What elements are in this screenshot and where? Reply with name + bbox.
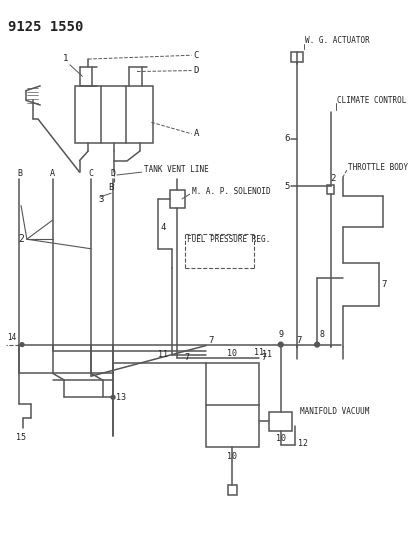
Text: 7: 7 xyxy=(208,336,214,345)
Text: 10: 10 xyxy=(227,452,237,461)
Text: W. G. ACTUATOR: W. G. ACTUATOR xyxy=(305,36,370,45)
Text: 10: 10 xyxy=(227,349,237,358)
Text: 10: 10 xyxy=(276,434,286,443)
Circle shape xyxy=(278,342,283,347)
Text: 6: 6 xyxy=(284,134,289,143)
Text: 5: 5 xyxy=(284,182,289,191)
Text: C: C xyxy=(194,51,199,60)
Bar xyxy=(327,184,334,194)
Text: 7: 7 xyxy=(381,280,387,289)
Text: TANK VENT LINE: TANK VENT LINE xyxy=(144,165,209,174)
Text: 1: 1 xyxy=(63,54,68,63)
Text: 2: 2 xyxy=(18,234,24,244)
Text: 3: 3 xyxy=(99,196,104,205)
Text: A: A xyxy=(50,168,55,177)
Text: B: B xyxy=(108,183,114,192)
Text: A: A xyxy=(194,130,199,138)
Text: CLIMATE CONTROL: CLIMATE CONTROL xyxy=(337,96,407,105)
Text: C: C xyxy=(89,168,94,177)
Text: 11: 11 xyxy=(158,350,168,359)
Text: 15: 15 xyxy=(16,433,26,442)
Bar xyxy=(227,486,237,495)
Text: 7: 7 xyxy=(262,352,267,361)
Text: D: D xyxy=(194,66,199,75)
Text: 12: 12 xyxy=(298,439,308,448)
Bar xyxy=(206,363,259,447)
Circle shape xyxy=(315,342,319,347)
Text: 4: 4 xyxy=(160,223,166,232)
Circle shape xyxy=(111,395,115,399)
Text: D: D xyxy=(110,168,115,177)
Text: THROTTLE BODY: THROTTLE BODY xyxy=(348,163,408,172)
Text: 2: 2 xyxy=(330,174,335,183)
Text: 7: 7 xyxy=(296,336,302,345)
Text: M. A. P. SOLENOID: M. A. P. SOLENOID xyxy=(191,187,270,196)
Bar xyxy=(75,86,153,143)
Text: 7: 7 xyxy=(184,352,189,361)
Text: 11: 11 xyxy=(262,350,272,359)
Bar xyxy=(291,52,303,62)
Text: 13: 13 xyxy=(116,393,126,402)
Text: 9125 1550: 9125 1550 xyxy=(8,20,83,35)
Circle shape xyxy=(20,343,24,346)
Text: 8: 8 xyxy=(319,330,324,339)
Text: 14: 14 xyxy=(7,333,16,342)
Bar xyxy=(269,411,292,431)
Text: FUEL PRESSURE REG.: FUEL PRESSURE REG. xyxy=(187,235,270,244)
Text: 9: 9 xyxy=(278,330,283,339)
Bar xyxy=(170,190,185,207)
Text: B: B xyxy=(18,168,23,177)
Text: MANIFOLD VACUUM: MANIFOLD VACUUM xyxy=(300,407,369,416)
Text: 11: 11 xyxy=(254,348,264,357)
